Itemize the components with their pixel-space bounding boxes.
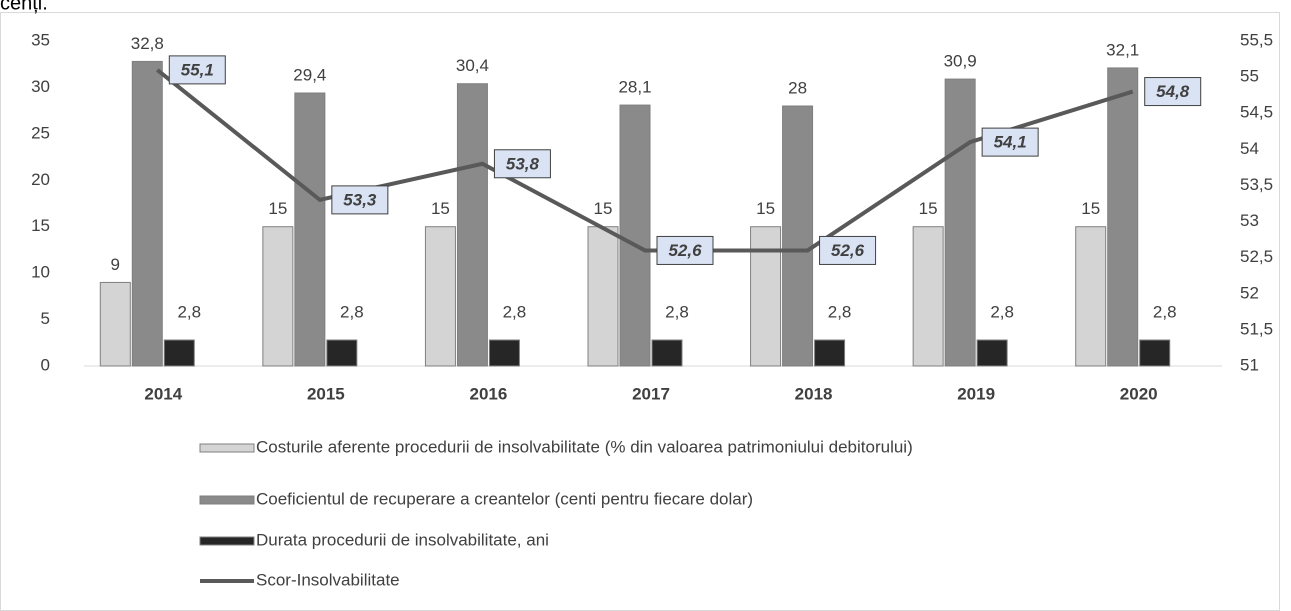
bar-value-label: 15 <box>268 199 287 218</box>
bar-value-label: 29,4 <box>293 65 326 84</box>
legend-label: Scor-Insolvabilitate <box>256 570 400 589</box>
y2-tick-label: 51 <box>1240 355 1259 374</box>
bar-value-label: 15 <box>1081 199 1100 218</box>
bar <box>424 226 456 367</box>
bar-value-label: 32,1 <box>1106 40 1139 59</box>
bar <box>782 105 814 367</box>
bar <box>294 92 326 367</box>
bar-value-label: 2,8 <box>340 302 364 321</box>
bar-value-label: 32,8 <box>131 34 164 53</box>
y-tick-label: 25 <box>31 123 50 142</box>
legend-swatch <box>199 495 255 505</box>
bar-value-label: 2,8 <box>828 302 852 321</box>
y2-tick-label: 54 <box>1240 139 1259 158</box>
bar-value-label: 15 <box>919 199 938 218</box>
line-value-label: 53,3 <box>343 190 377 209</box>
line-label-box <box>168 55 226 85</box>
x-tick-label: 2017 <box>632 384 670 403</box>
bar <box>163 339 195 367</box>
x-tick-label: 2020 <box>1120 384 1158 403</box>
y2-tick-label: 51,5 <box>1240 319 1273 338</box>
legend-swatch <box>199 536 255 546</box>
chart-title: cenți. <box>0 0 48 14</box>
bar <box>1107 67 1139 367</box>
bar-value-label: 2,8 <box>1153 302 1177 321</box>
y-tick-label: 5 <box>41 309 50 328</box>
y-tick-label: 10 <box>31 263 50 282</box>
bar-value-label: 15 <box>594 199 613 218</box>
x-tick-label: 2016 <box>470 384 508 403</box>
bar-value-label: 2,8 <box>990 302 1014 321</box>
legend-label: Costurile aferente procedurii de insolva… <box>256 437 913 456</box>
y-tick-label: 0 <box>41 355 50 374</box>
y2-tick-label: 52,5 <box>1240 247 1273 266</box>
bar-value-label: 2,8 <box>665 302 689 321</box>
bar-value-label: 2,8 <box>503 302 527 321</box>
bar-value-label: 30,4 <box>456 56 489 75</box>
x-tick-label: 2014 <box>144 384 182 403</box>
line-value-label: 52,6 <box>831 241 865 260</box>
y-tick-label: 15 <box>31 216 50 235</box>
legend-swatch <box>199 443 255 453</box>
bar <box>99 281 131 367</box>
bar-value-label: 15 <box>756 199 775 218</box>
bar <box>326 339 358 367</box>
x-tick-label: 2019 <box>957 384 995 403</box>
bar <box>619 104 651 367</box>
bar <box>456 83 488 367</box>
bar <box>587 226 619 367</box>
bar <box>488 339 520 367</box>
y2-tick-label: 52 <box>1240 283 1259 302</box>
x-tick-label: 2015 <box>307 384 345 403</box>
bar-value-label: 9 <box>111 255 120 274</box>
line-label-box <box>819 235 877 265</box>
legend-label: Coeficientul de recuperare a creantelor … <box>256 489 753 508</box>
bar <box>814 339 846 367</box>
bar <box>131 60 163 367</box>
bar <box>750 226 782 367</box>
line-label-box <box>331 185 389 215</box>
bar <box>912 226 944 367</box>
bar <box>651 339 683 367</box>
bar-value-label: 2,8 <box>177 302 201 321</box>
bar-value-label: 15 <box>431 199 450 218</box>
line-label-box <box>493 149 551 179</box>
bar <box>1075 226 1107 367</box>
bar <box>1139 339 1171 367</box>
line-label-box <box>1144 77 1202 107</box>
line-value-label: 54,1 <box>994 133 1027 152</box>
legend-label: Durata procedurii de insolvabilitate, an… <box>256 530 549 549</box>
bar-value-label: 28 <box>788 78 807 97</box>
line-label-box <box>981 127 1039 157</box>
y-tick-label: 20 <box>31 170 50 189</box>
x-tick-label: 2018 <box>795 384 833 403</box>
line-label-box <box>656 235 714 265</box>
y2-tick-label: 53 <box>1240 211 1259 230</box>
y-tick-label: 35 <box>31 30 50 49</box>
line-series <box>156 68 1134 253</box>
line-value-label: 54,8 <box>1156 82 1190 101</box>
bar-value-label: 28,1 <box>618 78 651 97</box>
line-value-label: 55,1 <box>181 60 214 79</box>
bar <box>944 78 976 367</box>
y2-tick-label: 53,5 <box>1240 175 1273 194</box>
line-value-label: 52,6 <box>668 241 702 260</box>
y2-tick-label: 54,5 <box>1240 103 1273 122</box>
bar-value-label: 30,9 <box>944 52 977 71</box>
bar <box>262 226 294 367</box>
y2-tick-label: 55,5 <box>1240 30 1273 49</box>
line-value-label: 53,8 <box>506 154 540 173</box>
y2-tick-label: 55 <box>1240 67 1259 86</box>
bar <box>976 339 1008 367</box>
y-tick-label: 30 <box>31 77 50 96</box>
